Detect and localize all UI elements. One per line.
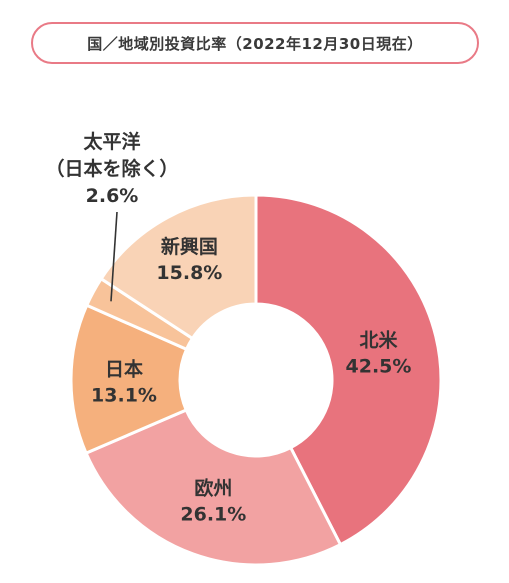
slice-label-category-1: 北米: [359, 328, 398, 351]
slice-label-category-2: 欧州: [194, 477, 232, 500]
callout-label-line-2: （日本を除く）: [45, 157, 178, 180]
callout-label-line-1: 太平洋: [83, 130, 140, 153]
callout-label-value: 2.6%: [86, 185, 139, 207]
slice-label-value-5: 15.8%: [156, 262, 222, 284]
donut-slice-1: [254, 193, 443, 547]
callout-leader-line: [110, 211, 118, 302]
chart-title: 国／地域別投資比率（2022年12月30日現在）: [31, 22, 479, 64]
slice-label-category-5: 新興国: [161, 235, 218, 258]
donut-slice-2: [84, 408, 343, 567]
slice-label-value-1: 42.5%: [346, 355, 412, 377]
slice-label-value-2: 26.1%: [180, 504, 246, 526]
slice-label-category-3: 日本: [105, 357, 143, 380]
donut-slice-3: [69, 303, 189, 456]
donut-slice-5: [99, 193, 258, 341]
slice-label-value-3: 13.1%: [91, 384, 157, 406]
